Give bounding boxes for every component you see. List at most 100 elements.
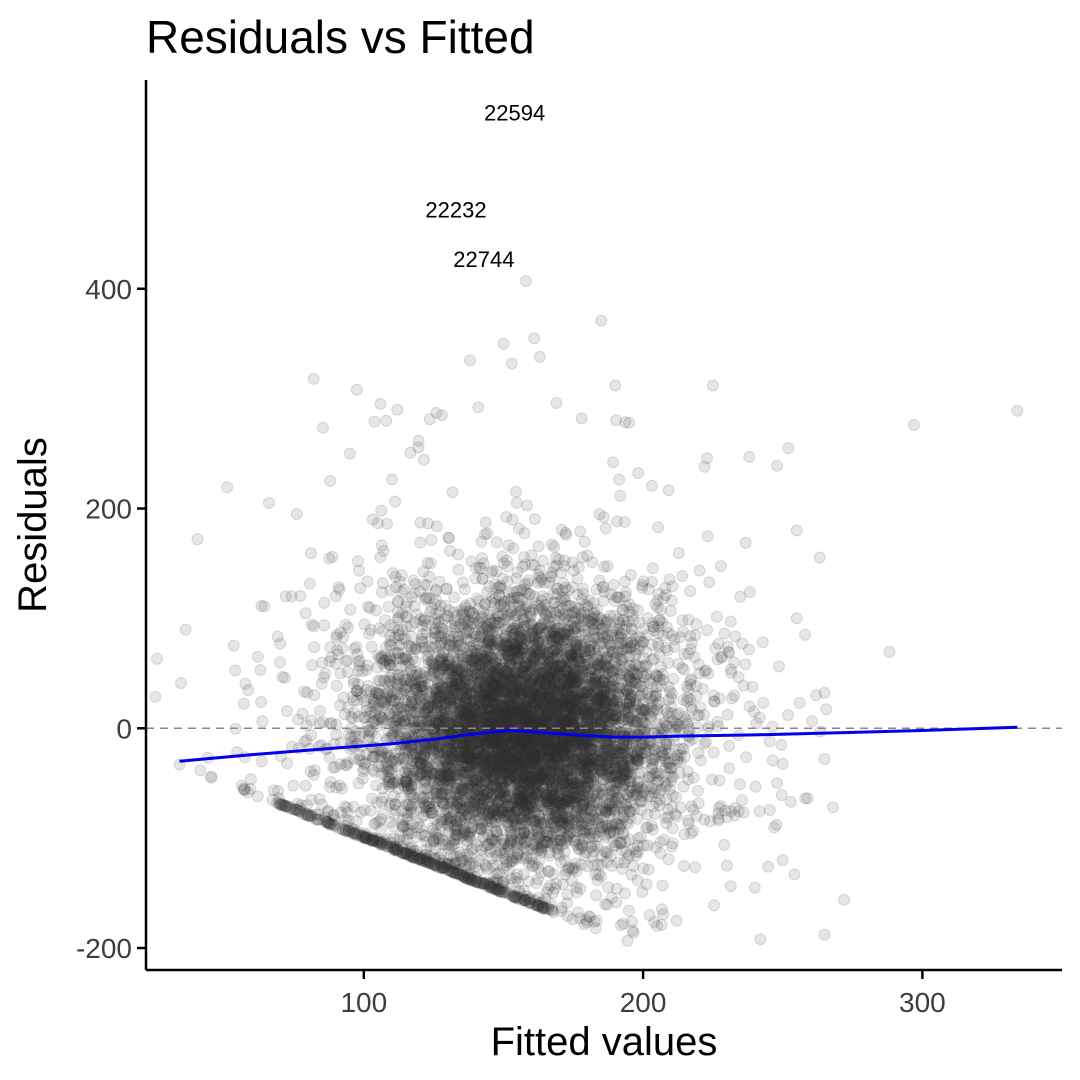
data-point bbox=[536, 666, 548, 679]
data-point bbox=[537, 641, 550, 654]
data-point bbox=[398, 745, 411, 758]
data-point bbox=[487, 717, 500, 730]
data-point bbox=[534, 734, 547, 747]
data-point bbox=[604, 825, 617, 838]
data-point bbox=[588, 787, 601, 800]
data-point bbox=[607, 700, 620, 712]
data-point bbox=[588, 631, 601, 644]
data-point bbox=[423, 668, 436, 681]
data-point bbox=[488, 800, 501, 812]
data-point bbox=[616, 715, 629, 728]
data-point bbox=[581, 669, 594, 682]
data-point bbox=[589, 678, 602, 690]
data-point bbox=[519, 746, 532, 758]
data-point bbox=[483, 704, 496, 717]
data-point bbox=[617, 738, 630, 751]
data-point bbox=[520, 796, 533, 809]
data-point bbox=[562, 754, 575, 767]
data-point bbox=[553, 720, 566, 733]
data-point bbox=[456, 712, 469, 725]
data-point bbox=[475, 699, 488, 712]
data-point bbox=[542, 625, 555, 638]
data-point bbox=[470, 797, 483, 810]
data-point bbox=[534, 829, 547, 842]
data-point bbox=[521, 577, 534, 590]
data-point bbox=[510, 733, 523, 746]
data-point bbox=[456, 737, 469, 750]
data-point bbox=[435, 815, 448, 828]
data-point bbox=[519, 751, 532, 763]
data-point bbox=[450, 714, 463, 727]
data-point bbox=[509, 738, 522, 751]
data-point bbox=[641, 774, 654, 787]
data-point bbox=[585, 613, 598, 626]
data-point bbox=[581, 712, 594, 725]
data-point bbox=[445, 839, 457, 852]
data-point bbox=[541, 804, 554, 817]
data-point bbox=[506, 747, 519, 760]
data-point bbox=[547, 868, 560, 881]
data-point bbox=[444, 775, 457, 788]
data-point bbox=[540, 836, 553, 849]
data-point bbox=[528, 653, 541, 665]
data-point bbox=[478, 652, 491, 665]
data-point bbox=[608, 743, 621, 756]
data-point bbox=[451, 677, 464, 690]
data-point bbox=[417, 781, 430, 794]
data-point bbox=[515, 687, 528, 700]
data-point bbox=[551, 587, 564, 600]
data-point bbox=[515, 779, 528, 791]
data-point bbox=[491, 798, 504, 811]
data-point bbox=[435, 720, 448, 733]
data-point bbox=[612, 776, 625, 788]
data-point bbox=[549, 700, 562, 712]
data-point bbox=[412, 715, 425, 728]
data-point bbox=[510, 841, 523, 854]
data-point bbox=[624, 805, 637, 818]
data-point bbox=[587, 845, 600, 858]
data-point bbox=[577, 753, 590, 766]
data-point bbox=[701, 624, 714, 637]
data-point bbox=[540, 763, 553, 776]
data-point bbox=[526, 697, 539, 709]
data-point bbox=[580, 699, 593, 712]
data-point bbox=[391, 701, 404, 714]
data-point bbox=[594, 637, 607, 650]
data-point bbox=[501, 766, 514, 779]
data-point bbox=[494, 804, 507, 817]
data-point bbox=[499, 708, 512, 721]
data-point bbox=[548, 790, 561, 802]
data-point bbox=[585, 756, 598, 769]
data-point bbox=[510, 655, 523, 668]
data-point bbox=[513, 885, 526, 897]
data-point bbox=[618, 887, 631, 900]
data-point bbox=[411, 850, 424, 863]
data-point bbox=[487, 741, 500, 753]
data-point bbox=[340, 655, 353, 668]
data-point bbox=[604, 750, 617, 763]
data-point bbox=[427, 769, 440, 782]
data-point bbox=[523, 693, 536, 705]
data-point bbox=[615, 796, 627, 809]
data-point bbox=[525, 705, 538, 718]
data-point bbox=[542, 799, 555, 812]
data-point bbox=[533, 750, 546, 763]
data-point bbox=[494, 674, 507, 687]
data-point bbox=[610, 743, 623, 756]
data-point bbox=[527, 718, 540, 731]
data-point bbox=[497, 745, 510, 758]
data-point bbox=[571, 758, 583, 771]
data-point bbox=[666, 822, 679, 835]
data-point bbox=[625, 636, 637, 649]
data-point bbox=[552, 632, 565, 644]
data-point bbox=[574, 882, 587, 895]
data-point bbox=[464, 641, 477, 654]
data-point bbox=[582, 760, 595, 773]
data-point bbox=[460, 752, 473, 765]
data-point bbox=[458, 666, 471, 679]
data-point bbox=[451, 749, 464, 762]
data-point bbox=[498, 710, 511, 723]
data-point bbox=[515, 811, 528, 824]
data-point bbox=[387, 776, 400, 789]
data-point bbox=[580, 761, 593, 774]
